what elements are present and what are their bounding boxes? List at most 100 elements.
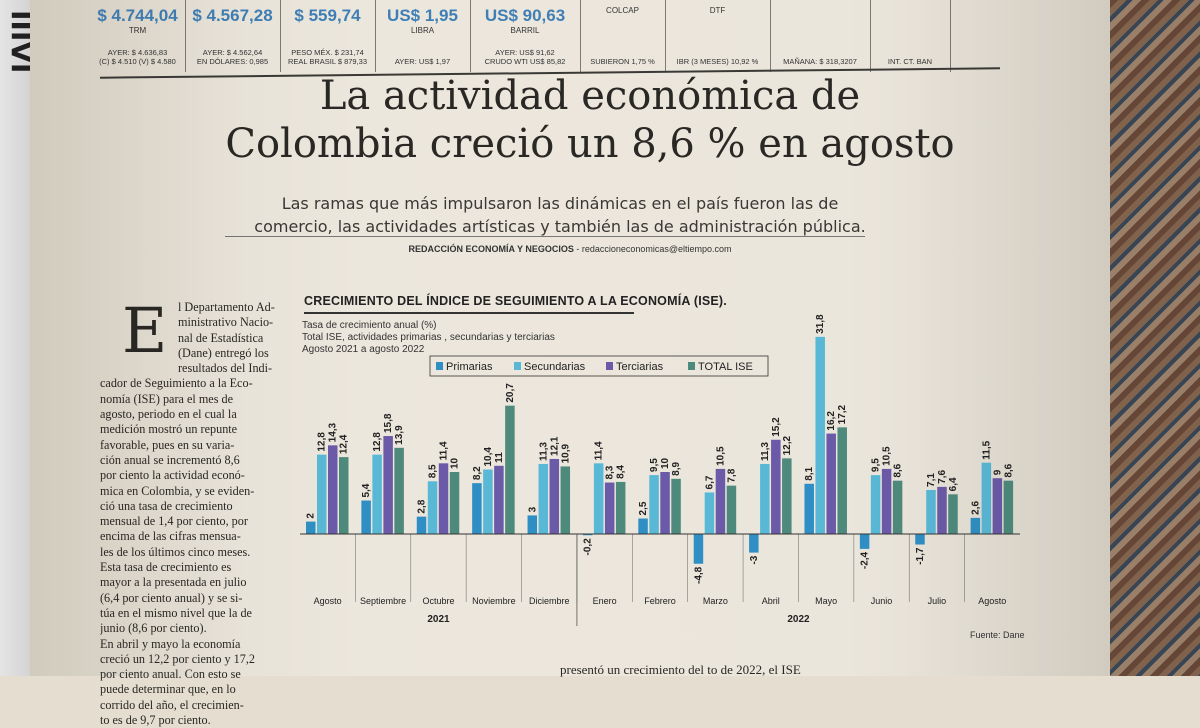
bar-value-label: 2,6 — [970, 501, 981, 515]
ticker-subtext-line: AYER: US$ 1,97 — [394, 57, 451, 66]
ticker-cell: $ 559,74 PESO MÉX. $ 231,74 REAL BRASIL $ … — [280, 0, 376, 72]
bar-value-label: 12,8 — [372, 432, 383, 452]
ticker-label: TRM — [128, 26, 147, 35]
headline-line-2: Colombia creció un 8,6 % en agosto — [225, 121, 955, 167]
bar-value-label: 17,2 — [837, 404, 848, 424]
bar-value-label: 11,5 — [981, 440, 992, 459]
bar-value-label: 3 — [527, 506, 538, 512]
bar-value-label: 12,8 — [317, 432, 328, 452]
ticker-cell: INT. CT. BAN — [870, 0, 951, 72]
bar-value-label: 10,5 — [882, 446, 893, 466]
bar-value-label: 16,2 — [826, 411, 837, 431]
ticker-subtext: AYER: $ 4.636,83 (C) $ 4.510 (V) $ 4.580 — [90, 48, 185, 66]
ticker-subtext-line: MAÑANA: $ 318,3207 — [783, 57, 857, 66]
bar-total-ise — [726, 485, 737, 534]
article-line: to es de 9,7 por ciento. — [100, 713, 211, 728]
bar-value-label: 10 — [660, 457, 671, 469]
bar-value-label: 9 — [992, 469, 1003, 475]
bar-terciarias — [992, 478, 1003, 534]
article-line: les de los últimos cinco meses. — [100, 544, 251, 559]
bar-secundarias — [317, 454, 327, 534]
ise-chart: CRECIMIENTO DEL ÍNDICE DE SEGUIMIENTO A … — [290, 290, 1030, 650]
ticker-subtext-line: AYER: $ 4.636,83 — [107, 48, 168, 57]
bar-value-label: -3 — [749, 555, 760, 564]
bar-value-label: 10,9 — [560, 444, 571, 464]
article-line: por ciento la actividad econó- — [100, 468, 245, 483]
bar-total-ise — [671, 478, 681, 534]
category-label: Noviembre — [472, 596, 516, 606]
bar-terciarias — [771, 439, 781, 534]
article-line: agosto, periodo en el cual la — [100, 407, 237, 422]
bar-terciarias — [660, 472, 670, 534]
legend-swatch — [514, 362, 521, 370]
bar-value-label: -0,2 — [583, 538, 594, 556]
subhead-rule — [225, 236, 865, 237]
ticker-subtext-line: INT. CT. BAN — [887, 57, 933, 66]
bar-primarias — [859, 534, 870, 549]
bar-total-ise — [615, 481, 626, 534]
article-line: ministrativo Nacio- — [178, 315, 274, 330]
bar-primarias — [970, 517, 981, 534]
ticker-label: COLCAP — [606, 6, 639, 15]
category-label: Agosto — [314, 596, 342, 606]
ticker-subtext-line: REAL BRASIL $ 879,33 — [287, 57, 368, 66]
bar-value-label: 12,4 — [339, 434, 350, 454]
category-label: Agosto — [978, 596, 1006, 606]
article-column: l Departamento Ad-ministrativo Nacio-nal… — [100, 300, 278, 728]
bar-value-label: 2,8 — [417, 499, 428, 513]
ticker-value: US$ 1,95 — [387, 6, 458, 25]
article-line: favorable, pues en su varia- — [100, 437, 235, 452]
ticker-subtext: AYER: US$ 91,62 CRUDO WTI US$ 85,82 — [470, 48, 580, 66]
bar-value-label: 2,5 — [638, 501, 649, 515]
ticker-value: US$ 90,63 — [484, 6, 566, 25]
article-line: (Dane) entregó los — [178, 345, 269, 360]
bar-value-label: 8,4 — [616, 465, 627, 479]
ticker-value: $ 4.567,28 — [192, 6, 273, 25]
article-line: junio (8,6 por ciento). — [100, 621, 207, 636]
bar-terciarias — [715, 468, 726, 534]
article-line: mica en Colombia, y se eviden- — [100, 483, 255, 498]
category-label: Febrero — [644, 596, 676, 606]
year-label: 2021 — [427, 614, 450, 625]
ticker-subtext: IBR (3 MESES) 10,92 % — [665, 57, 770, 66]
ticker-subtext: AYER: US$ 1,97 — [375, 57, 470, 66]
ticker-subtext: INT. CT. BAN — [870, 57, 950, 66]
subhead-line-2: comercio, las actividades artísticas y t… — [254, 217, 866, 236]
bar-value-label: 9,5 — [649, 458, 660, 472]
article-line: resultados del Indi- — [178, 361, 273, 376]
ticker-subtext: PESO MÉX. $ 231,74 REAL BRASIL $ 879,33 — [280, 48, 375, 66]
bar-total-ise — [948, 494, 958, 534]
bar-secundarias — [926, 489, 936, 534]
legend-frame — [429, 355, 769, 377]
bar-total-ise — [837, 427, 847, 534]
bar-value-label: 20,7 — [505, 383, 516, 403]
category-label: Enero — [593, 596, 617, 606]
bar-primarias — [582, 534, 593, 536]
category-label: Julio — [928, 596, 947, 606]
article-line: encima de las cifras mensua- — [100, 529, 241, 544]
bar-value-label: 2 — [306, 513, 317, 519]
bar-terciarias — [604, 482, 615, 534]
bar-primarias — [527, 515, 538, 534]
bar-total-ise — [394, 447, 404, 534]
bar-value-label: 6,4 — [948, 477, 959, 491]
ticker-cell: COLCAP SUBIERON 1,75 % — [580, 0, 666, 72]
ticker-subtext: SUBIERON 1,75 % — [580, 57, 665, 66]
bar-value-label: 31,8 — [815, 314, 826, 334]
bar-value-label: 8,5 — [428, 464, 439, 478]
article-line: túa en el mismo nivel que la de — [100, 605, 252, 620]
ticker-subtext-line: EN DÓLARES: 0,985 — [196, 57, 269, 66]
bar-total-ise — [892, 480, 903, 534]
ticker-subtext: MAÑANA: $ 318,3207 — [770, 57, 870, 66]
bar-terciarias — [383, 436, 393, 534]
bar-primarias — [416, 516, 427, 534]
article-continuation: presentó un crecimiento del to de 2022, … — [560, 662, 801, 677]
bar-value-label: 8,2 — [472, 466, 483, 480]
bar-primarias — [361, 500, 371, 534]
article-line: mensual de 1,4 por ciento, por — [100, 514, 248, 529]
bar-value-label: 9,5 — [871, 458, 882, 472]
ticker-subtext-line: IBR (3 MESES) 10,92 % — [676, 57, 759, 66]
bar-secundarias — [538, 463, 549, 534]
bar-value-label: 8,3 — [605, 465, 616, 479]
bar-primarias — [804, 483, 814, 534]
